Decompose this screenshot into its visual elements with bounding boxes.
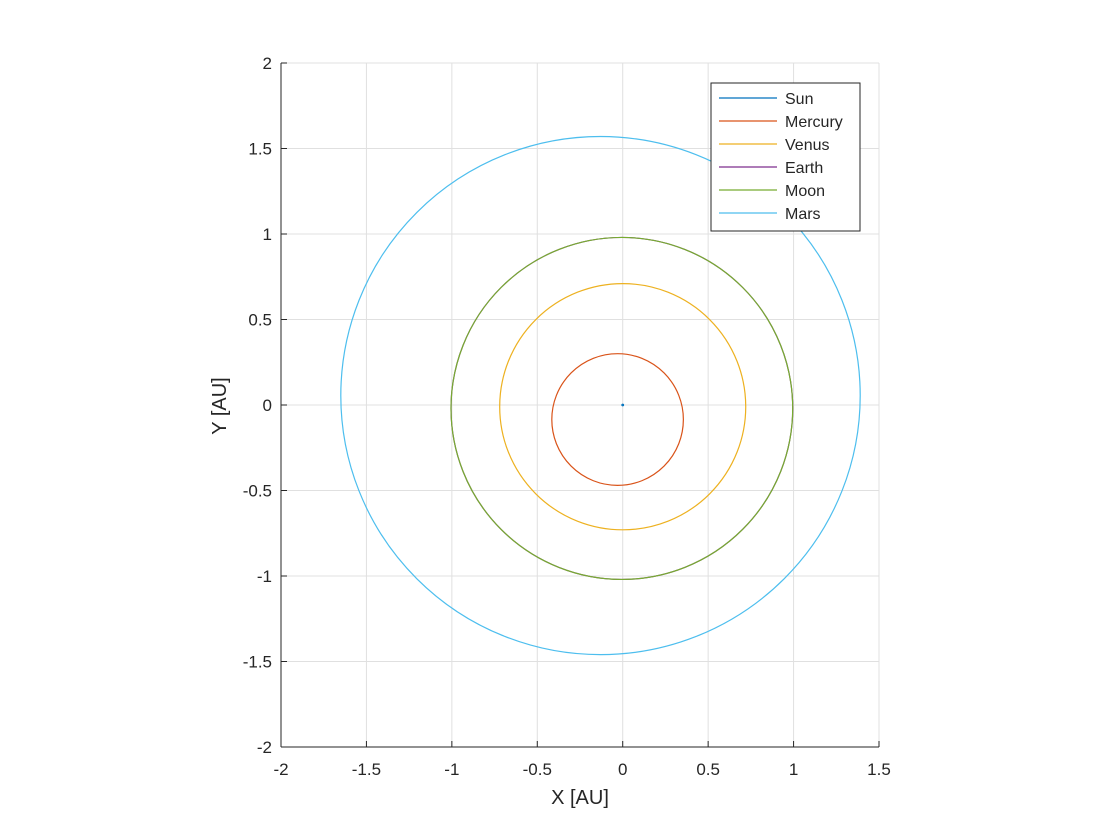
x-tick-label: 1.5 — [867, 760, 891, 779]
x-tick-label: 0 — [618, 760, 627, 779]
legend: Sun Mercury Venus Earth Moon Mars — [710, 82, 861, 232]
y-tick-label: -1 — [257, 567, 272, 586]
x-tick-label: -2 — [273, 760, 288, 779]
x-tick-label: -1.5 — [352, 760, 381, 779]
x-axis-label: X [AU] — [551, 787, 609, 809]
orbit-mars — [340, 135, 861, 656]
legend-label-earth: Earth — [785, 160, 823, 177]
legend-label-venus: Venus — [785, 137, 829, 154]
legend-label-mercury: Mercury — [785, 114, 843, 131]
y-tick-label: -1.5 — [243, 653, 272, 672]
y-tick-label: -0.5 — [243, 482, 272, 501]
x-tick-label: -1 — [444, 760, 459, 779]
orbit-venus — [499, 282, 747, 531]
legend-label-moon: Moon — [785, 183, 825, 200]
y-tick-label: 2 — [263, 54, 272, 73]
y-tick-label: 0.5 — [248, 311, 272, 330]
orbit-moon — [450, 236, 794, 581]
y-tick-label: 1 — [263, 225, 272, 244]
y-axis-label: Y [AU] — [209, 377, 231, 434]
x-tick-label: -0.5 — [523, 760, 552, 779]
legend-box — [710, 82, 861, 232]
orbit-sun — [621, 403, 625, 407]
y-tick-label: -2 — [257, 738, 272, 757]
legend-label-mars: Mars — [785, 206, 821, 223]
legend-label-sun: Sun — [785, 91, 813, 108]
orbit-mercury — [551, 353, 684, 486]
y-tick-label: 0 — [263, 396, 272, 415]
x-tick-label: 0.5 — [696, 760, 720, 779]
y-tick-label: 1.5 — [248, 140, 272, 159]
x-tick-label: 1 — [789, 760, 798, 779]
